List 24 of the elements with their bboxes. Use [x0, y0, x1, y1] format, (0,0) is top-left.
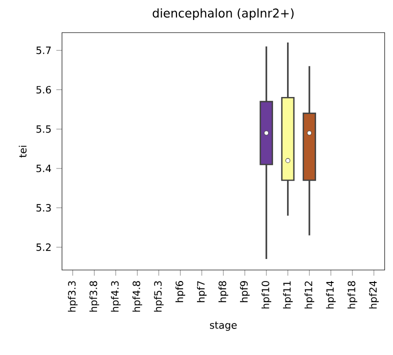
x-tick-label: hpf9 — [240, 281, 250, 302]
x-tick-label: hpf3.8 — [89, 281, 100, 312]
y-tick-label: 5.4 — [36, 164, 52, 172]
x-axis-title: stage — [210, 322, 237, 331]
y-tick-label: 5.5 — [36, 125, 51, 133]
x-tick-label: hpf8 — [218, 281, 228, 302]
x-tick-label: hpf5.3 — [154, 281, 164, 312]
x-tick-label: hpf3.3 — [68, 281, 78, 312]
x-tick-label: hpf14 — [326, 280, 336, 308]
x-tick-label: hpf7 — [196, 281, 207, 302]
y-axis-title: tei — [18, 146, 27, 158]
y-tick-label: 5.3 — [36, 204, 51, 212]
x-tick-label: hpf18 — [348, 281, 358, 308]
chart-title: diencephalon (aplnr2+) — [152, 8, 294, 20]
x-tick-label: hpf10 — [262, 281, 272, 308]
y-tick-label: 5.2 — [36, 243, 51, 251]
x-tick-label: hpf24 — [369, 280, 379, 308]
y-tick-label: 5.6 — [36, 86, 51, 94]
x-tick-label: hpf4.8 — [132, 281, 142, 312]
x-tick-label: hpf6 — [175, 281, 186, 302]
x-tick-label: hpf4.3 — [110, 281, 121, 312]
y-tick-label: 5.7 — [36, 46, 51, 54]
x-tick-label: hpf11 — [283, 281, 293, 308]
x-tick-label: hpf12 — [304, 281, 314, 308]
